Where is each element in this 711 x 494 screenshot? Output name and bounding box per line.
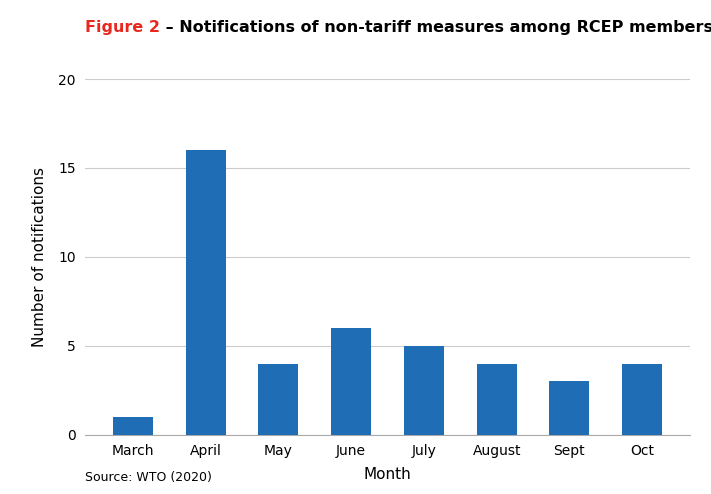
Bar <box>404 346 444 435</box>
Bar <box>550 381 589 435</box>
Bar <box>331 328 371 435</box>
Bar <box>186 150 225 435</box>
Bar <box>258 364 299 435</box>
Text: Figure 2: Figure 2 <box>85 20 160 35</box>
Bar <box>113 417 153 435</box>
Text: – Notifications of non-tariff measures among RCEP members, 2020: – Notifications of non-tariff measures a… <box>160 20 711 35</box>
Bar <box>476 364 517 435</box>
X-axis label: Month: Month <box>363 467 412 482</box>
Text: Source: WTO (2020): Source: WTO (2020) <box>85 471 212 484</box>
Bar <box>622 364 662 435</box>
Y-axis label: Number of notifications: Number of notifications <box>32 167 47 347</box>
